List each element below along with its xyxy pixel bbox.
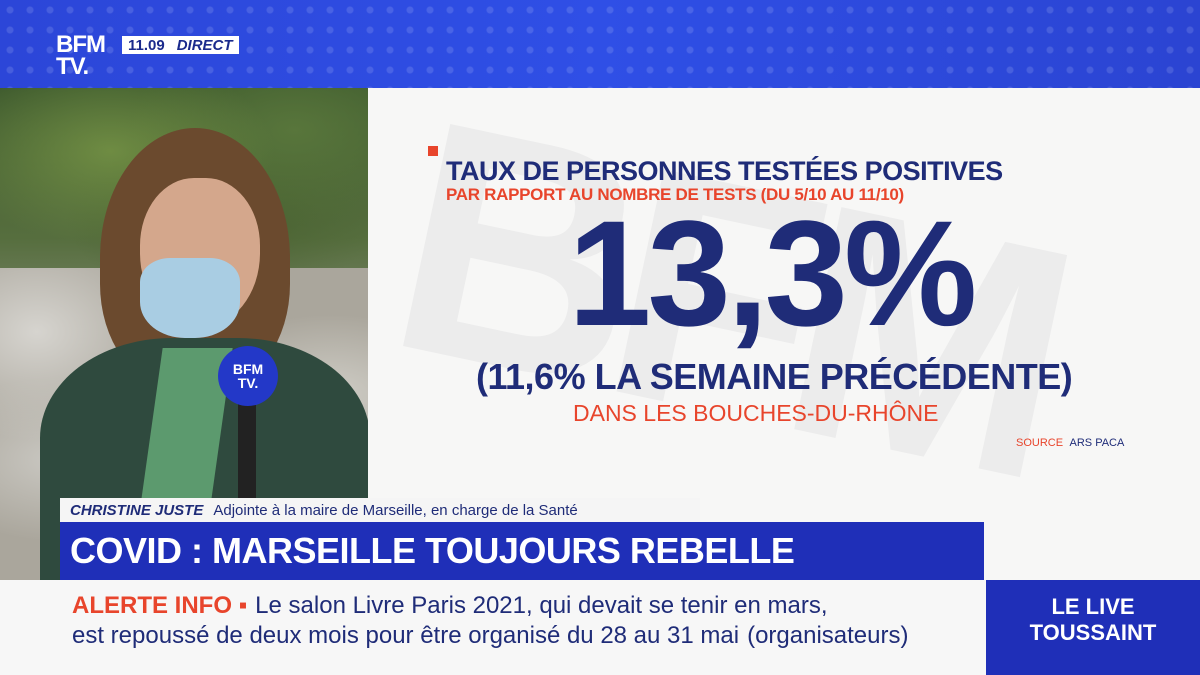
live-program-box: LE LIVE TOUSSAINT (986, 580, 1200, 675)
microphone-icon: BFM TV. (218, 346, 278, 406)
source-value: ARS PACA (1069, 437, 1125, 449)
live-box-line2: TOUSSAINT (1029, 620, 1157, 645)
source-credit: SOURCE ARS PACA (1016, 437, 1124, 449)
positivity-rate: 13,3% (568, 189, 977, 357)
face-mask (140, 258, 240, 338)
headline-bar: COVID : MARSEILLE TOUJOURS REBELLE (60, 522, 984, 580)
ticker-source: (organisateurs) (747, 622, 909, 649)
region-label: DANS LES BOUCHES-DU-RHÔNE (573, 400, 939, 426)
mic-label-line1: BFM (232, 361, 264, 377)
name-bar: CHRISTINE JUSTE Adjointe à la maire de M… (60, 498, 700, 522)
alert-label: ALERTE INFO ▪ (72, 592, 248, 619)
logo-line2: TV. (56, 53, 89, 80)
news-ticker: ALERTE INFO ▪ Le salon Livre Paris 2021, … (0, 580, 986, 675)
infographic-title: TAUX DE PERSONNES TESTÉES POSITIVES (446, 156, 1003, 186)
source-label: SOURCE (1016, 437, 1064, 449)
infographic-subtitle: PAR RAPPORT AU NOMBRE DE TESTS (DU 5/10 … (446, 185, 904, 204)
ticker-line2: est repoussé de deux mois pour être orga… (72, 622, 908, 650)
microphone-handle (238, 398, 256, 518)
bullet-square-icon (428, 146, 438, 156)
headline-text: COVID : MARSEILLE TOUJOURS REBELLE (70, 530, 795, 571)
live-indicator: 11.09 DIRECT (122, 36, 239, 54)
speaker-role: Adjointe à la maire de Marseille, en cha… (213, 501, 578, 519)
broadcast-time: 11.09 (128, 36, 165, 54)
logo-line1: BFM (56, 31, 106, 58)
top-band: BFM TV. 11.09 DIRECT (0, 0, 1200, 88)
live-label: DIRECT (176, 36, 233, 54)
ticker-text1: Le salon Livre Paris 2021, qui devait se… (255, 592, 828, 619)
previous-week-rate: (11,6% LA SEMAINE PRÉCÉDENTE) (476, 356, 1073, 397)
live-box-line1: LE LIVE (1051, 594, 1135, 619)
ticker-line1: ALERTE INFO ▪ Le salon Livre Paris 2021, … (72, 592, 827, 620)
bfmtv-logo: BFM TV. (56, 31, 106, 80)
mic-label-line2: TV. (237, 375, 259, 391)
ticker-text2: est repoussé de deux mois pour être orga… (72, 622, 740, 649)
speaker-name: CHRISTINE JUSTE (70, 501, 204, 519)
